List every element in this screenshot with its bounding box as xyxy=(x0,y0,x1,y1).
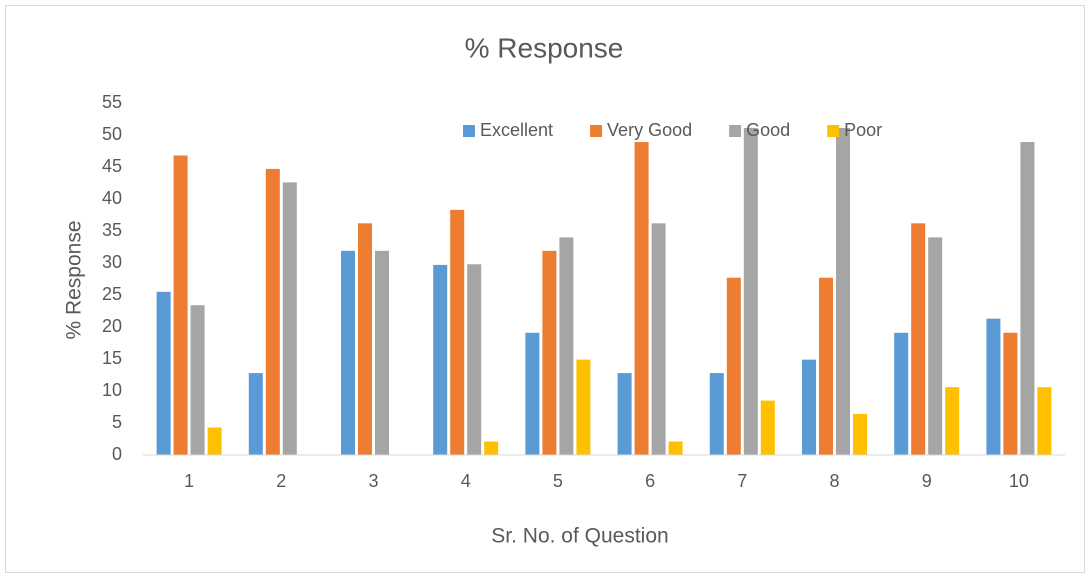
bar xyxy=(484,441,499,455)
x-axis-title: Sr. No. of Question xyxy=(491,525,668,548)
bar xyxy=(358,223,372,455)
x-tick-label: 10 xyxy=(1009,471,1029,491)
y-tick-label: 10 xyxy=(102,380,122,400)
bar xyxy=(1020,142,1035,456)
bar xyxy=(467,264,482,455)
x-tick-label: 4 xyxy=(461,471,471,491)
legend-swatch xyxy=(827,125,840,137)
x-tick-label: 6 xyxy=(645,471,655,491)
bar xyxy=(743,127,758,456)
y-tick-label: 15 xyxy=(102,348,122,368)
bar xyxy=(450,209,465,455)
y-tick-label: 30 xyxy=(102,252,122,272)
bar xyxy=(819,277,833,455)
bar xyxy=(617,373,632,455)
bar xyxy=(576,359,591,455)
bar xyxy=(634,142,649,456)
x-tick-label: 9 xyxy=(922,471,932,491)
bar xyxy=(651,223,666,455)
bar xyxy=(559,237,574,455)
chart-title: % Response xyxy=(465,32,624,63)
legend-label: Very Good xyxy=(607,120,692,140)
bar xyxy=(248,373,263,455)
bar xyxy=(945,387,960,455)
bar xyxy=(190,305,205,455)
y-tick-label: 35 xyxy=(102,220,122,240)
bar xyxy=(433,264,448,455)
bar xyxy=(265,168,280,456)
bar xyxy=(525,332,540,455)
bar xyxy=(375,250,389,455)
x-tick-label: 3 xyxy=(368,471,378,491)
bar xyxy=(173,155,188,456)
legend-label: Excellent xyxy=(480,120,553,140)
bar xyxy=(709,373,724,455)
bar xyxy=(156,291,171,455)
x-tick-label: 7 xyxy=(737,471,747,491)
bar xyxy=(726,277,741,455)
y-tick-label: 25 xyxy=(102,284,122,304)
y-tick-label: 0 xyxy=(112,444,122,464)
bar xyxy=(668,441,683,455)
bar xyxy=(282,182,297,456)
y-tick-label: 55 xyxy=(102,92,122,112)
bar xyxy=(1003,332,1018,455)
y-tick-label: 45 xyxy=(102,156,122,176)
bar xyxy=(853,414,867,455)
legend-swatch xyxy=(729,125,742,137)
y-tick-label: 40 xyxy=(102,188,122,208)
bar xyxy=(836,127,850,456)
y-tick-label: 50 xyxy=(102,124,122,144)
bar xyxy=(760,400,775,455)
bar xyxy=(542,250,557,455)
bar xyxy=(207,427,222,455)
bar xyxy=(341,250,355,455)
y-axis-title: % Response xyxy=(63,220,86,339)
legend-label: Poor xyxy=(844,120,882,140)
x-tick-label: 5 xyxy=(553,471,563,491)
legend-swatch xyxy=(463,125,475,137)
legend-label: Good xyxy=(746,120,790,140)
bar xyxy=(986,318,1001,455)
y-tick-label: 20 xyxy=(102,316,122,336)
bar xyxy=(911,223,926,455)
bar xyxy=(928,237,943,455)
x-tick-label: 1 xyxy=(184,471,194,491)
bar xyxy=(802,359,816,455)
y-tick-label: 5 xyxy=(112,412,122,432)
x-tick-label: 2 xyxy=(276,471,286,491)
x-tick-label: 8 xyxy=(829,471,839,491)
bar xyxy=(894,332,909,455)
bar xyxy=(1037,387,1052,455)
legend-swatch xyxy=(590,125,603,137)
